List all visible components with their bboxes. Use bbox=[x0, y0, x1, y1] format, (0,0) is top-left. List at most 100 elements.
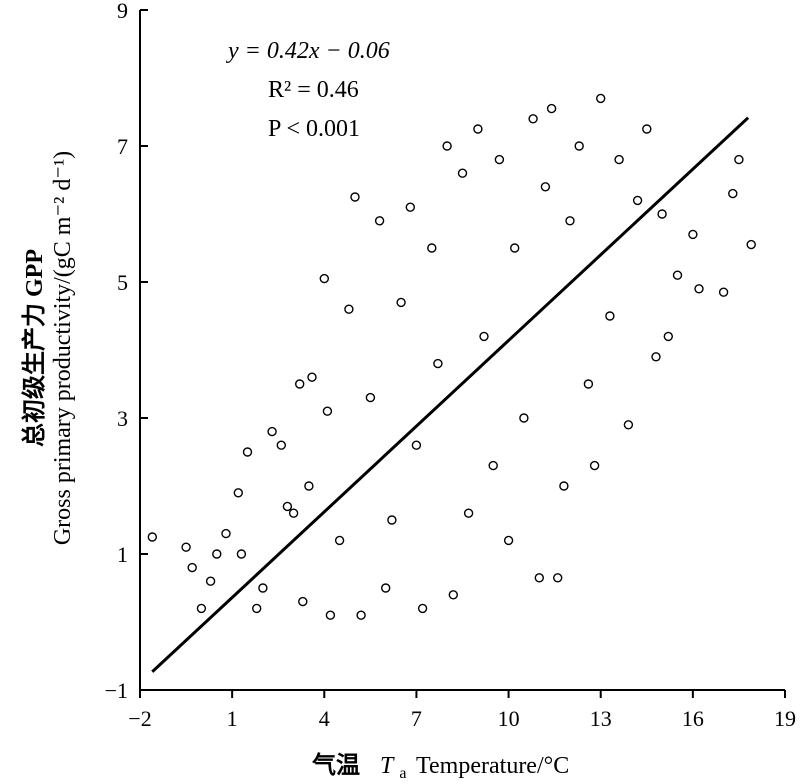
data-point bbox=[442, 141, 452, 151]
data-point bbox=[405, 202, 415, 212]
data-point bbox=[510, 243, 520, 253]
y-tick-label: 9 bbox=[117, 0, 128, 23]
data-point bbox=[205, 576, 216, 586]
data-point bbox=[623, 420, 634, 430]
data-point bbox=[540, 182, 551, 192]
data-point bbox=[417, 603, 428, 614]
x-tick-label: 4 bbox=[319, 706, 330, 731]
data-point bbox=[350, 192, 360, 202]
data-point bbox=[728, 188, 738, 199]
x-tick-label: 16 bbox=[682, 706, 704, 731]
data-point bbox=[212, 549, 222, 559]
data-point bbox=[473, 124, 483, 134]
data-point bbox=[381, 583, 391, 593]
points-layer bbox=[147, 93, 756, 620]
data-point bbox=[288, 508, 299, 518]
y-tick-label: 7 bbox=[117, 134, 128, 159]
data-point bbox=[334, 535, 345, 546]
regression-line bbox=[151, 116, 750, 673]
x-tick-label: 10 bbox=[498, 706, 520, 731]
data-point bbox=[718, 287, 729, 297]
data-point bbox=[546, 103, 557, 114]
data-point bbox=[559, 481, 569, 491]
data-point bbox=[503, 535, 514, 546]
data-point bbox=[252, 603, 262, 614]
data-point bbox=[374, 216, 385, 226]
data-point bbox=[411, 440, 422, 450]
data-point bbox=[396, 297, 406, 308]
data-point bbox=[663, 331, 673, 342]
x-tick-label: 19 bbox=[774, 706, 796, 731]
data-point bbox=[657, 209, 667, 219]
data-point bbox=[672, 270, 683, 280]
data-point bbox=[574, 141, 584, 151]
data-point bbox=[344, 304, 354, 314]
x-tick-label: 13 bbox=[590, 706, 612, 731]
x-tick-label: −2 bbox=[128, 706, 151, 731]
data-point bbox=[463, 508, 474, 518]
data-point bbox=[688, 229, 698, 240]
data-point bbox=[322, 406, 333, 416]
x-axis-label: 气温 T a Temperature/°C bbox=[311, 751, 569, 784]
data-point bbox=[365, 392, 376, 403]
data-point bbox=[325, 610, 336, 620]
data-point bbox=[427, 243, 437, 253]
data-point bbox=[746, 239, 756, 250]
data-point bbox=[565, 216, 575, 226]
y-axis-label-cn: 总初级生产力 GPP bbox=[20, 249, 48, 447]
data-point bbox=[233, 488, 244, 498]
y-tick-label: −1 bbox=[105, 678, 128, 703]
data-point bbox=[494, 154, 505, 165]
data-point bbox=[319, 273, 329, 284]
p-annotation: P < 0.001 bbox=[268, 116, 360, 142]
data-point bbox=[605, 311, 615, 321]
data-point bbox=[356, 610, 366, 620]
data-point bbox=[448, 590, 458, 600]
data-point bbox=[534, 573, 544, 583]
data-point bbox=[267, 426, 277, 437]
data-point bbox=[488, 460, 498, 471]
data-point bbox=[196, 603, 207, 614]
y-tick-label: 5 bbox=[117, 270, 128, 295]
data-point bbox=[614, 154, 624, 165]
data-point bbox=[387, 515, 397, 525]
data-point bbox=[221, 528, 231, 539]
data-point bbox=[187, 562, 197, 573]
data-point bbox=[236, 549, 247, 559]
x-axis-label-en: Temperature/°C bbox=[416, 753, 569, 779]
data-point bbox=[479, 331, 489, 342]
data-point bbox=[642, 124, 652, 134]
data-point bbox=[583, 379, 594, 389]
r2-annotation: R² = 0.46 bbox=[268, 77, 359, 103]
data-point bbox=[304, 481, 314, 491]
data-point bbox=[734, 154, 744, 165]
y-tick-label: 1 bbox=[117, 542, 128, 567]
data-point bbox=[694, 284, 704, 294]
data-point bbox=[298, 596, 308, 607]
data-point bbox=[242, 447, 253, 457]
data-point bbox=[553, 573, 563, 583]
x-tick-label: 1 bbox=[227, 706, 238, 731]
x-axis-label-cn: 气温 bbox=[311, 751, 360, 779]
data-point bbox=[295, 379, 305, 389]
data-point bbox=[307, 372, 317, 382]
data-point bbox=[651, 352, 661, 362]
data-point bbox=[519, 413, 529, 423]
x-tick-label: 7 bbox=[411, 706, 422, 731]
data-point bbox=[181, 542, 191, 552]
data-point bbox=[282, 501, 293, 512]
data-point bbox=[433, 358, 443, 369]
data-point bbox=[632, 195, 643, 206]
equation-annotation: y = 0.42x − 0.06 bbox=[226, 38, 390, 64]
y-tick-label: 3 bbox=[117, 406, 128, 431]
data-point bbox=[457, 168, 468, 178]
y-axis-label-en: Gross primary productivity/(gC m⁻² d⁻¹) bbox=[50, 151, 76, 545]
x-axis-label-symbol: T bbox=[380, 753, 395, 779]
x-axis-label-subscript: a bbox=[399, 765, 406, 782]
data-point bbox=[258, 583, 268, 593]
data-point bbox=[276, 440, 286, 450]
data-point bbox=[528, 114, 538, 124]
data-point bbox=[596, 93, 606, 104]
